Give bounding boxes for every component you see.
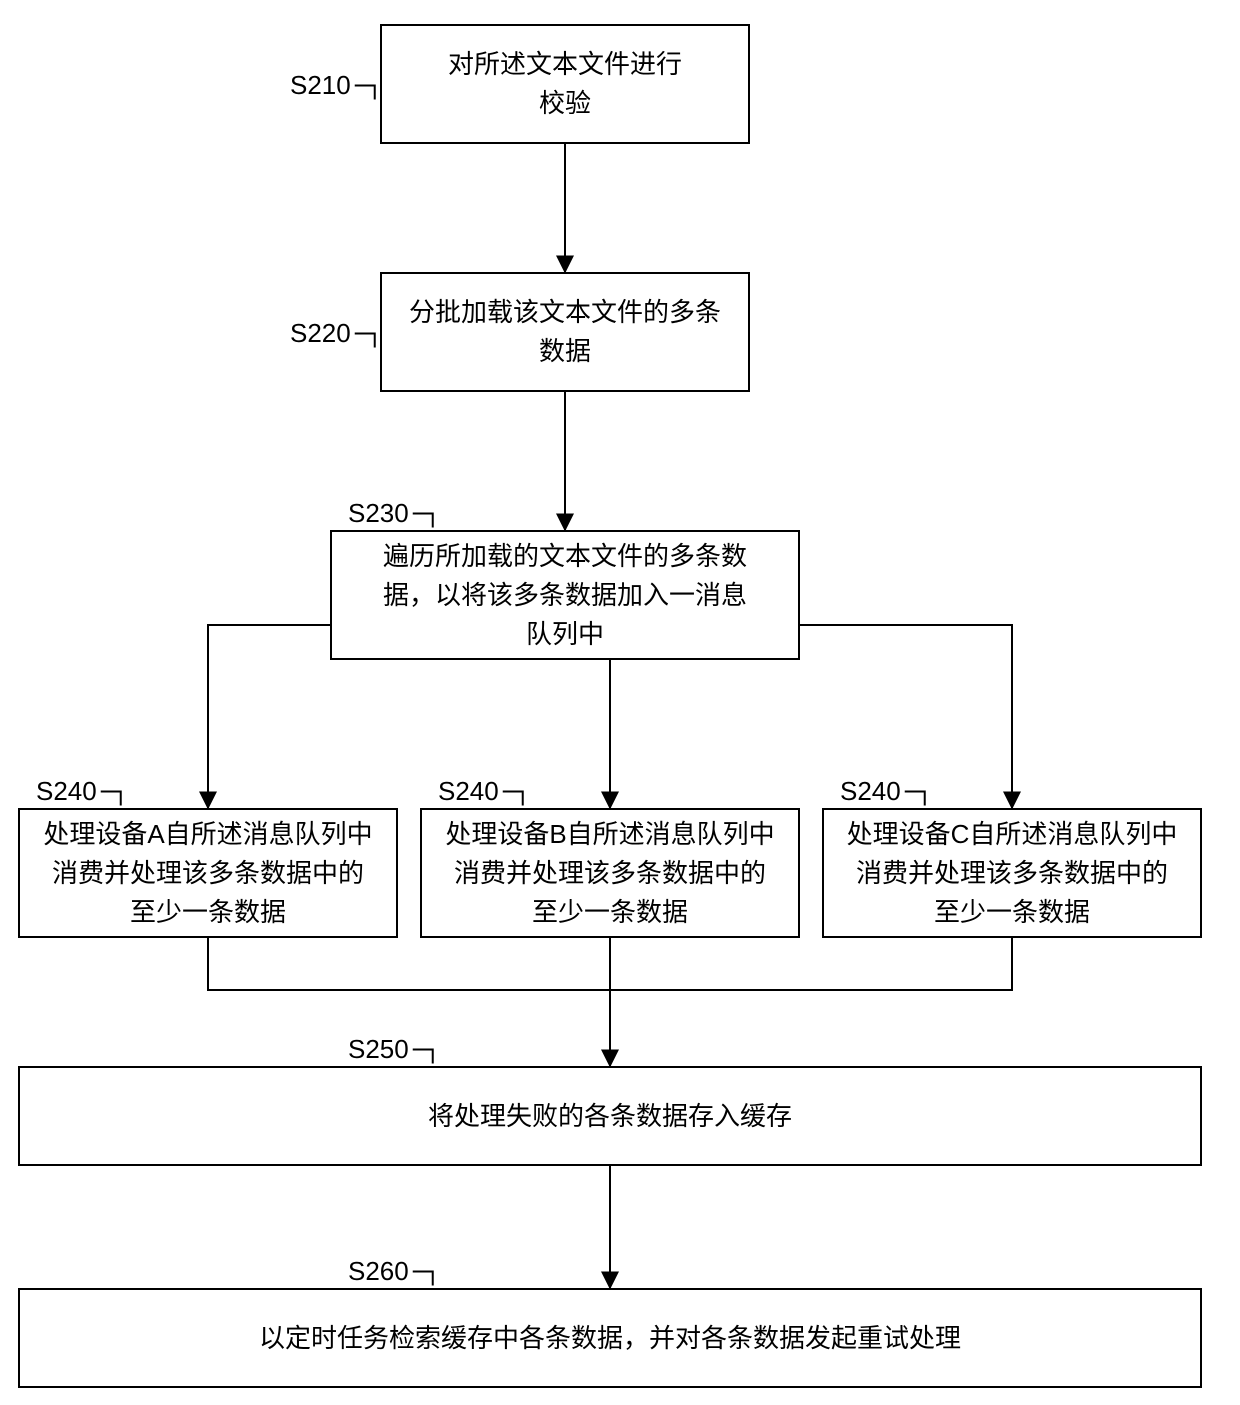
flowchart-node-nA: 处理设备A自所述消息队列中消费并处理该多条数据中的至少一条数据 [18, 808, 398, 938]
label-hook [503, 792, 523, 806]
flowchart-node-n210: 对所述文本文件进行校验 [380, 24, 750, 144]
step-label-text: S210 [290, 70, 351, 101]
label-hook [355, 86, 375, 100]
step-label-l260: S260 [348, 1256, 409, 1287]
node-text: 遍历所加载的文本文件的多条数据，以将该多条数据加入一消息队列中 [383, 537, 747, 654]
label-hook [413, 1050, 433, 1064]
node-text: 处理设备B自所述消息队列中消费并处理该多条数据中的至少一条数据 [445, 815, 774, 932]
flowchart-node-nC: 处理设备C自所述消息队列中消费并处理该多条数据中的至少一条数据 [822, 808, 1202, 938]
label-hook [101, 792, 121, 806]
step-label-text: S240 [36, 776, 97, 807]
flowchart-node-n220: 分批加载该文本文件的多条数据 [380, 272, 750, 392]
step-label-lB: S240 [438, 776, 499, 807]
flowchart-node-nB: 处理设备B自所述消息队列中消费并处理该多条数据中的至少一条数据 [420, 808, 800, 938]
step-label-lC: S240 [840, 776, 901, 807]
step-label-text: S230 [348, 498, 409, 529]
flowchart-node-n230: 遍历所加载的文本文件的多条数据，以将该多条数据加入一消息队列中 [330, 530, 800, 660]
step-label-text: S260 [348, 1256, 409, 1287]
step-label-l220: S220 [290, 318, 351, 349]
flowchart-node-n260: 以定时任务检索缓存中各条数据，并对各条数据发起重试处理 [18, 1288, 1202, 1388]
node-text: 处理设备C自所述消息队列中消费并处理该多条数据中的至少一条数据 [847, 815, 1178, 932]
step-label-lA: S240 [36, 776, 97, 807]
label-hook [355, 334, 375, 348]
step-label-l210: S210 [290, 70, 351, 101]
label-hook [905, 792, 925, 806]
edge-nC-join1 [610, 938, 1012, 990]
edge-n230-nA [208, 625, 330, 808]
node-text: 对所述文本文件进行校验 [448, 45, 682, 123]
flowchart-node-n250: 将处理失败的各条数据存入缓存 [18, 1066, 1202, 1166]
step-label-text: S240 [438, 776, 499, 807]
label-hook [413, 1272, 433, 1286]
step-label-l230: S230 [348, 498, 409, 529]
edge-n230-nC [800, 625, 1012, 808]
node-text: 分批加载该文本文件的多条数据 [409, 293, 721, 371]
flowchart-wires [0, 0, 1240, 1405]
label-hook [413, 514, 433, 528]
step-label-text: S250 [348, 1034, 409, 1065]
edge-nA-join1 [208, 938, 610, 990]
node-text: 处理设备A自所述消息队列中消费并处理该多条数据中的至少一条数据 [43, 815, 372, 932]
step-label-text: S240 [840, 776, 901, 807]
node-text: 将处理失败的各条数据存入缓存 [428, 1097, 792, 1136]
step-label-l250: S250 [348, 1034, 409, 1065]
step-label-text: S220 [290, 318, 351, 349]
node-text: 以定时任务检索缓存中各条数据，并对各条数据发起重试处理 [259, 1319, 961, 1358]
